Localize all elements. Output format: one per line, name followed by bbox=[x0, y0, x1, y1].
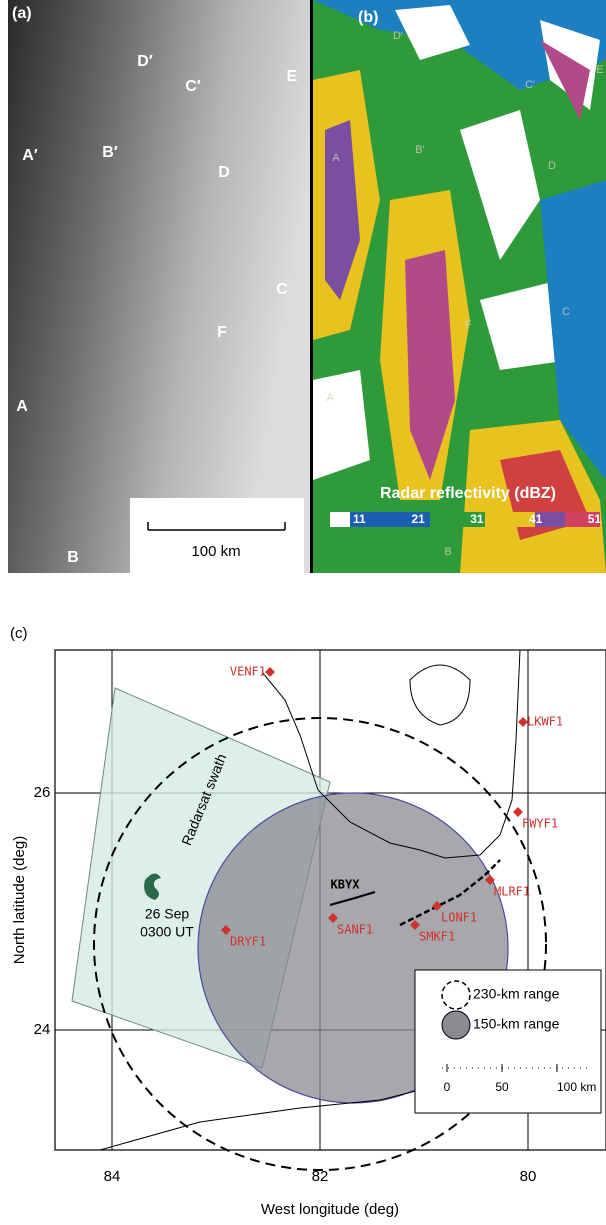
point-label: D bbox=[548, 160, 556, 172]
x-tick-label: 84 bbox=[104, 1168, 121, 1185]
figure: 100 km (a) Radar reflectivity (dBZ) (b) … bbox=[0, 0, 606, 1225]
station-label: MLRF1 bbox=[494, 885, 530, 899]
point-label: D bbox=[218, 164, 230, 181]
colorbar-tick-label: 31 bbox=[470, 512, 484, 526]
point-label: B bbox=[67, 549, 79, 566]
panel-label: (b) bbox=[358, 9, 378, 26]
storm-label: 0300 UT bbox=[140, 924, 194, 940]
panel-label: (a) bbox=[12, 5, 32, 22]
legend-label: 150-km range bbox=[473, 1016, 560, 1032]
scale-label: 100 km bbox=[191, 543, 240, 560]
y-tick-label: 26 bbox=[34, 784, 51, 801]
point-label: D′ bbox=[137, 53, 153, 70]
sar-image bbox=[8, 0, 310, 573]
point-label: D′ bbox=[393, 30, 403, 42]
station-label: DRYF1 bbox=[230, 935, 266, 949]
x-tick-label: 82 bbox=[312, 1168, 329, 1185]
station-label: FWYF1 bbox=[522, 817, 558, 831]
scale-tick-label: 100 km bbox=[557, 1080, 596, 1094]
point-label: C bbox=[562, 306, 570, 318]
colorbar-tick-label: 41 bbox=[529, 512, 543, 526]
station-label: SMKF1 bbox=[419, 930, 455, 944]
scale-box bbox=[130, 498, 304, 573]
point-label: A bbox=[326, 392, 334, 404]
point-label: C′ bbox=[525, 79, 535, 91]
point-label: A bbox=[332, 152, 340, 164]
point-label: C′ bbox=[185, 78, 201, 95]
y-axis-label: North latitude (deg) bbox=[11, 836, 28, 964]
legend-label: 230-km range bbox=[473, 986, 560, 1002]
station-label: LONF1 bbox=[441, 911, 477, 925]
point-label: B bbox=[444, 546, 451, 558]
x-tick-label: 80 bbox=[520, 1168, 537, 1185]
point-label: B′ bbox=[102, 144, 118, 161]
colorbar-tick-label: 11 bbox=[353, 512, 366, 526]
station-label: SANF1 bbox=[337, 923, 373, 937]
storm-label: 26 Sep bbox=[145, 906, 190, 922]
colorbar-title: Radar reflectivity (dBZ) bbox=[380, 485, 556, 502]
point-label: B′ bbox=[415, 144, 424, 156]
point-label: E bbox=[596, 64, 603, 76]
point-label: C bbox=[276, 281, 288, 298]
scale-tick-label: 50 bbox=[495, 1080, 509, 1094]
radar-label: KBYX bbox=[331, 878, 361, 892]
point-label: F bbox=[217, 324, 227, 341]
colorbar-tick-label: 21 bbox=[411, 512, 425, 526]
point-label: A bbox=[16, 398, 28, 415]
colorbar-tick-label: 51 bbox=[588, 512, 602, 526]
station-label: VENF1 bbox=[230, 665, 266, 679]
panel-label: (c) bbox=[10, 625, 28, 642]
x-axis-label: West longitude (deg) bbox=[261, 1201, 399, 1218]
point-label: F bbox=[465, 319, 472, 331]
y-tick-label: 24 bbox=[34, 1021, 51, 1038]
point-label: E bbox=[287, 68, 298, 85]
colorbar bbox=[330, 512, 600, 527]
station-label: LKWF1 bbox=[527, 715, 563, 729]
scale-tick-label: 0 bbox=[444, 1080, 451, 1094]
point-label: A′ bbox=[22, 147, 38, 164]
